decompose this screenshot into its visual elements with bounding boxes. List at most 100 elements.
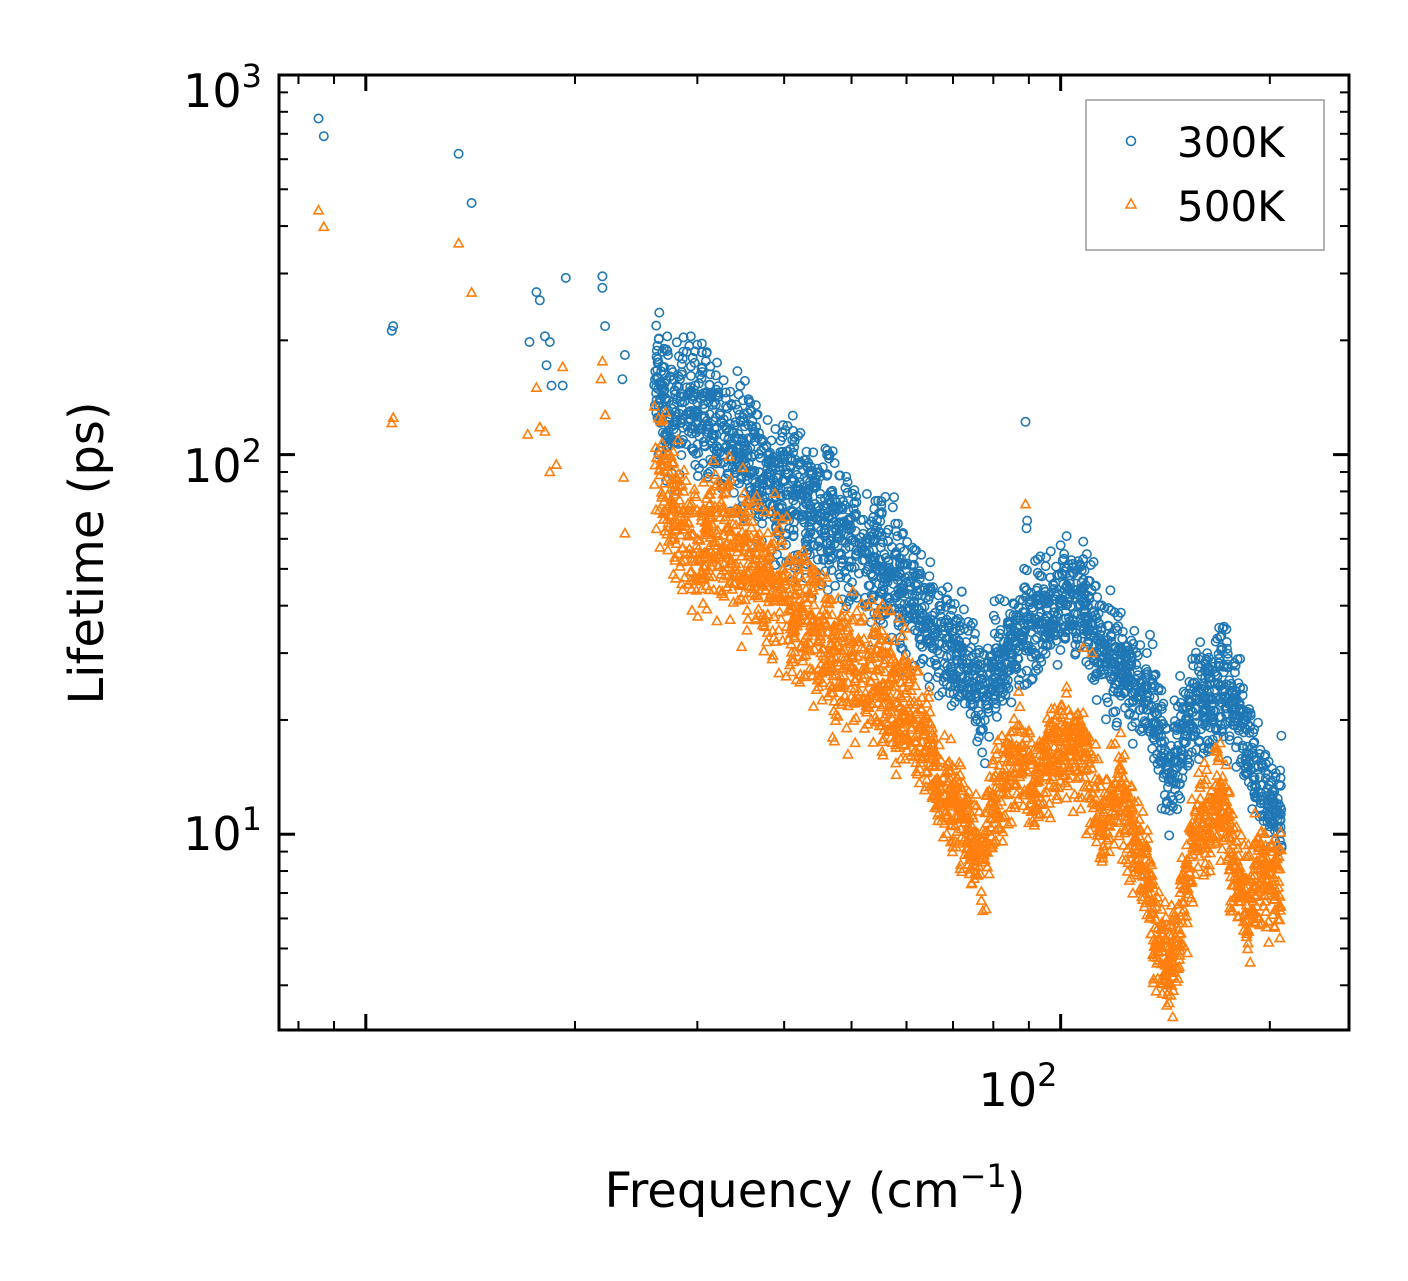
data-point-500K (955, 865, 968, 877)
data-point-500K (1224, 870, 1237, 882)
data-point-500K (1000, 778, 1013, 790)
data-point-300K (968, 669, 979, 680)
data-point-300K (800, 536, 811, 547)
data-point-500K (951, 770, 963, 782)
data-point-300K (1128, 638, 1139, 649)
data-point-500K (1113, 829, 1126, 841)
data-point-300K (1026, 627, 1037, 638)
data-point-500K (981, 824, 994, 836)
data-point-500K (1202, 829, 1215, 841)
data-point-300K (1167, 801, 1178, 812)
data-point-300K (718, 375, 729, 386)
data-point-500K (653, 541, 666, 552)
data-point-300K (1026, 587, 1037, 598)
data-point-300K (908, 560, 919, 571)
data-point-500K (995, 770, 1008, 781)
data-point-500K (734, 560, 747, 572)
data-point-500K (823, 597, 836, 609)
data-point-300K (924, 681, 935, 692)
data-point-500K (865, 713, 878, 725)
data-point-500K (713, 548, 726, 559)
data-point-500K (1069, 756, 1082, 768)
data-point-500K (876, 598, 889, 610)
data-point-300K (703, 420, 714, 431)
data-point-500K (663, 466, 676, 478)
data-point-300K (934, 600, 945, 611)
data-point-300K (1190, 687, 1201, 698)
data-point-300K (1258, 815, 1269, 826)
data-point-300K (524, 336, 535, 347)
data-point-500K (1127, 835, 1140, 846)
data-point-300K (1249, 787, 1260, 798)
data-point-300K (1066, 555, 1077, 566)
data-point-500K (673, 493, 686, 505)
data-point-500K (676, 504, 689, 516)
data-point-300K (976, 674, 987, 685)
data-point-300K (782, 420, 793, 431)
data-point-500K (1063, 709, 1076, 720)
data-point-300K (1204, 737, 1215, 748)
data-point-300K (386, 325, 397, 336)
data-point-500K (1274, 826, 1287, 837)
data-point-500K (317, 220, 330, 232)
data-point-500K (687, 527, 700, 539)
data-point-300K (730, 399, 741, 410)
data-point-500K (782, 633, 795, 645)
data-point-300K (711, 448, 722, 459)
data-point-300K (690, 380, 701, 391)
data-point-300K (790, 509, 801, 520)
data-point-300K (915, 639, 926, 650)
data-point-300K (834, 470, 845, 481)
data-point-300K (1094, 600, 1105, 611)
data-point-300K (892, 518, 903, 529)
data-point-300K (1185, 704, 1196, 715)
data-point-300K (1175, 670, 1186, 681)
data-point-300K (1222, 648, 1233, 659)
data-point-300K (1276, 730, 1287, 741)
data-point-500K (908, 716, 921, 727)
data-point-500K (1119, 853, 1132, 865)
data-point-300K (773, 501, 784, 512)
data-point-300K (1081, 656, 1092, 667)
data-point-500K (828, 734, 841, 746)
data-point-300K (884, 593, 895, 604)
data-point-500K (1020, 731, 1033, 743)
data-point-300K (711, 441, 722, 452)
data-point-300K (1211, 722, 1222, 733)
data-point-500K (849, 736, 862, 748)
data-point-300K (754, 467, 765, 478)
data-point-500K (836, 651, 848, 662)
data-point-500K (968, 850, 981, 862)
data-point-300K (977, 723, 988, 734)
data-point-500K (928, 774, 941, 786)
data-point-300K (894, 587, 905, 598)
series-300K (313, 113, 1287, 857)
data-point-500K (834, 680, 847, 691)
data-point-500K (724, 539, 737, 550)
data-point-500K (829, 714, 842, 726)
data-point-300K (1120, 673, 1131, 684)
data-point-300K (875, 542, 886, 553)
data-point-500K (849, 711, 862, 723)
data-point-300K (809, 498, 820, 509)
data-point-500K (1255, 875, 1268, 887)
data-point-500K (885, 655, 898, 667)
data-point-300K (759, 491, 770, 502)
data-point-500K (1167, 906, 1180, 917)
data-point-500K (935, 795, 948, 807)
data-point-300K (944, 687, 955, 698)
data-point-300K (725, 386, 736, 397)
data-point-500K (862, 600, 875, 611)
data-point-500K (841, 748, 854, 759)
data-point-500K (654, 468, 667, 480)
data-point-500K (760, 635, 773, 647)
data-point-500K (652, 411, 665, 423)
data-point-300K (839, 566, 850, 577)
data-point-300K (915, 569, 926, 580)
data-point-500K (843, 655, 856, 667)
data-point-500K (878, 710, 891, 722)
data-point-300K (909, 608, 920, 619)
data-point-300K (466, 198, 477, 209)
data-point-300K (1214, 681, 1225, 692)
data-point-500K (756, 618, 769, 630)
